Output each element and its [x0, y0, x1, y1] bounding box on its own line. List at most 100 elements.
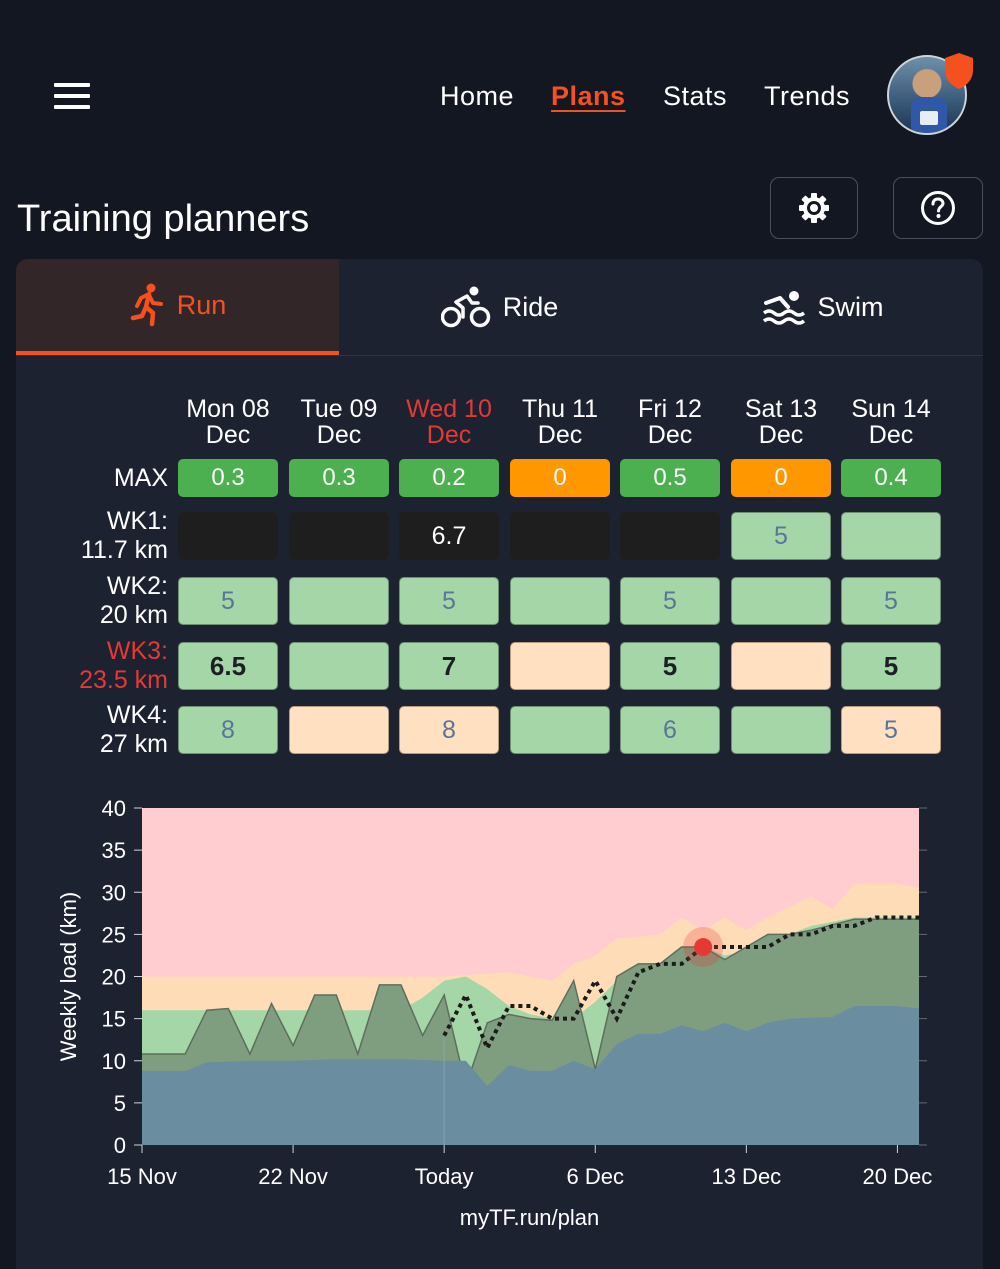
- day-header: Tue 09 Dec: [284, 396, 394, 448]
- max-cell: 0.3: [289, 459, 389, 497]
- y-tick-label: 5: [114, 1091, 126, 1116]
- nav-link-stats[interactable]: Stats: [663, 81, 728, 111]
- day-header-date: Wed 10: [406, 395, 492, 423]
- week-label: WK1: 11.7 km: [81, 507, 168, 565]
- tab-swim[interactable]: Swim: [661, 259, 983, 355]
- nav-link-trends[interactable]: Trends: [764, 81, 851, 111]
- day-header-month: Dec: [537, 421, 583, 449]
- plan-cell[interactable]: 5: [731, 512, 831, 560]
- y-tick-label: 0: [114, 1133, 126, 1158]
- page-title: Training planners: [17, 198, 310, 240]
- plan-cell[interactable]: 5: [178, 577, 278, 625]
- tab-ride-label: Ride: [502, 291, 559, 322]
- plan-cell[interactable]: [510, 706, 610, 754]
- help-button[interactable]: [893, 177, 983, 239]
- plan-cell[interactable]: [289, 706, 389, 754]
- y-tick-label: 30: [102, 880, 126, 905]
- plan-cell[interactable]: 6.5: [178, 642, 278, 690]
- day-header: Sat 13 Dec: [726, 396, 836, 448]
- plan-cell[interactable]: 8: [399, 706, 499, 754]
- menu-icon[interactable]: [54, 83, 90, 109]
- max-cell: 0.4: [841, 459, 941, 497]
- day-header-date: Tue 09: [300, 395, 378, 423]
- plan-cell[interactable]: 6: [620, 706, 720, 754]
- max-cell: 0: [510, 459, 610, 497]
- plan-cell[interactable]: [731, 642, 831, 690]
- week-label-distance: 11.7 km: [80, 536, 168, 564]
- nav-link-home[interactable]: Home: [440, 81, 515, 111]
- max-row-label: MAX: [113, 464, 168, 492]
- plan-cell[interactable]: [510, 512, 610, 560]
- plan-cell[interactable]: 5: [841, 706, 941, 754]
- gear-icon: [799, 193, 829, 223]
- plan-cell[interactable]: [510, 577, 610, 625]
- plan-cell[interactable]: 7: [399, 642, 499, 690]
- x-tick-label: 15 Nov: [107, 1164, 177, 1189]
- max-cell: 0.3: [178, 459, 278, 497]
- day-header: Wed 10 Dec: [394, 396, 504, 448]
- tab-run-label: Run: [176, 289, 227, 320]
- y-tick-label: 35: [102, 838, 126, 863]
- plan-cell[interactable]: 6.7: [399, 512, 499, 560]
- week-label-distance: 27 km: [99, 730, 168, 758]
- plan-cell[interactable]: [841, 512, 941, 560]
- chart-plan-line: [442, 915, 919, 1053]
- plan-cell[interactable]: 5: [841, 642, 941, 690]
- week-label-number: WK1:: [106, 507, 168, 535]
- day-header-month: Dec: [647, 421, 693, 449]
- help-icon: [921, 191, 955, 225]
- plan-cell[interactable]: [289, 512, 389, 560]
- week-label: WK4: 27 km: [100, 701, 168, 759]
- plan-cell[interactable]: 5: [841, 577, 941, 625]
- day-header: Fri 12 Dec: [615, 396, 725, 448]
- day-header-month: Dec: [316, 421, 362, 449]
- shield-icon: [945, 53, 973, 89]
- chart-base-load-area: [142, 1006, 919, 1145]
- tab-ride[interactable]: Ride: [338, 259, 661, 355]
- week-label: WK2: 20 km: [100, 572, 168, 630]
- x-tick-label: Today: [415, 1164, 474, 1189]
- plan-cell[interactable]: 5: [399, 577, 499, 625]
- y-tick-label: 25: [102, 922, 126, 947]
- y-axis-label: Weekly load (km): [56, 892, 81, 1062]
- y-tick-label: 15: [102, 1007, 126, 1032]
- max-cell: 0: [731, 459, 831, 497]
- x-tick-label: 22 Nov: [258, 1164, 328, 1189]
- tab-run[interactable]: Run: [16, 259, 339, 355]
- nav-link-plans[interactable]: Plans: [551, 81, 626, 111]
- plan-cell[interactable]: [620, 512, 720, 560]
- y-tick-label: 10: [102, 1049, 126, 1074]
- day-header-date: Mon 08: [186, 395, 270, 423]
- day-header-date: Fri 12: [638, 395, 702, 423]
- day-header: Thu 11 Dec: [505, 396, 615, 448]
- chart-footer: myTF.run/plan: [460, 1205, 599, 1230]
- swimming-icon: [762, 291, 805, 325]
- week-label-distance: 23.5 km: [79, 666, 168, 694]
- week-label: WK3: 23.5 km: [79, 637, 168, 695]
- day-header-date: Sun 14: [851, 395, 931, 423]
- plan-cell[interactable]: 8: [178, 706, 278, 754]
- day-header-month: Dec: [868, 421, 914, 449]
- plan-cell[interactable]: [510, 642, 610, 690]
- plan-cell[interactable]: [289, 642, 389, 690]
- plan-cell[interactable]: 5: [620, 642, 720, 690]
- plan-cell[interactable]: [731, 577, 831, 625]
- sport-tabs: Run Ride Swim: [16, 259, 983, 356]
- y-tick-label: 40: [102, 796, 126, 821]
- settings-button[interactable]: [770, 177, 858, 239]
- day-header-date: Thu 11: [522, 395, 598, 423]
- plan-cell[interactable]: [178, 512, 278, 560]
- plan-cell[interactable]: [731, 706, 831, 754]
- x-tick-label: 20 Dec: [863, 1164, 933, 1189]
- chart-actual-load-line: [142, 918, 919, 1089]
- tab-swim-label: Swim: [817, 291, 884, 322]
- week-label-number: WK2:: [106, 572, 168, 600]
- day-header-month: Dec: [758, 421, 804, 449]
- plan-cell[interactable]: 5: [620, 577, 720, 625]
- weekly-load-chart: 0 5 10 15 20 25 30 35 40 Weekly load (km) 15 Nov 22…: [56, 796, 933, 1230]
- day-header-month: Dec: [426, 421, 472, 449]
- day-header-date: Sat 13: [744, 395, 818, 423]
- plan-cell[interactable]: [289, 577, 389, 625]
- day-header: Mon 08 Dec: [173, 396, 283, 448]
- week-label-number: WK3:: [106, 637, 168, 665]
